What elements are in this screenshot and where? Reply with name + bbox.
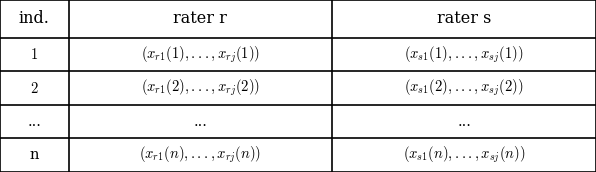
Text: $(x_{r1}(2),...,x_{rj}(2))$: $(x_{r1}(2),...,x_{rj}(2))$ [141,78,260,98]
Text: $(x_{r1}(1),...,x_{rj}(1))$: $(x_{r1}(1),...,x_{rj}(1))$ [141,44,260,65]
Text: rater s: rater s [437,10,491,27]
Text: ...: ... [457,115,471,129]
Text: ind.: ind. [19,10,49,27]
Text: ...: ... [27,115,41,129]
Text: $(x_{r1}(n),...,x_{rj}(n))$: $(x_{r1}(n),...,x_{rj}(n))$ [139,145,262,165]
Text: $1$: $1$ [30,47,38,62]
Text: $(x_{s1}(2),...,x_{sj}(2))$: $(x_{s1}(2),...,x_{sj}(2))$ [405,78,524,98]
Text: rater r: rater r [173,10,227,27]
Text: $(x_{s1}(1),...,x_{sj}(1))$: $(x_{s1}(1),...,x_{sj}(1))$ [405,44,524,65]
Text: $2$: $2$ [30,81,39,96]
Text: n: n [30,148,39,162]
Text: $(x_{s1}(n),...,x_{sj}(n))$: $(x_{s1}(n),...,x_{sj}(n))$ [403,145,525,165]
Text: ...: ... [194,115,207,129]
